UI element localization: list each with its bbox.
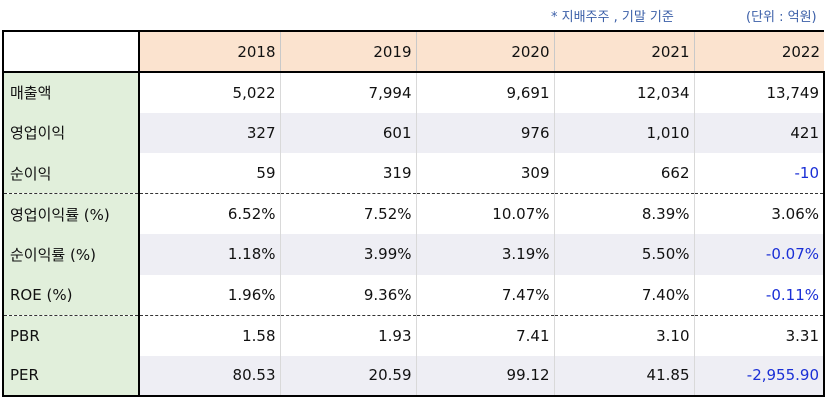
negative-value-cell: -0.07% — [693, 234, 825, 275]
row-label: 순이익 — [2, 153, 140, 194]
value-cell: 3.19% — [415, 234, 554, 275]
value-cell: 7.52% — [279, 193, 416, 234]
value-cell: 601 — [279, 112, 416, 153]
year-header: 2019 — [279, 30, 416, 73]
row-label: ROE (%) — [2, 274, 140, 315]
value-cell: 1.58 — [138, 314, 280, 356]
unit-note: (단위 : 억원) — [746, 10, 817, 25]
value-cell: 421 — [693, 112, 825, 153]
value-cell: 1.93 — [279, 314, 416, 356]
value-cell: 5,022 — [138, 72, 280, 113]
value-cell: 99.12 — [415, 355, 554, 397]
value-cell: 8.39% — [553, 193, 694, 234]
negative-value-cell: -10 — [693, 153, 825, 194]
table-row: 영업이익 327 601 976 1,010 421 — [2, 112, 825, 153]
value-cell: 7.40% — [553, 274, 694, 315]
table-row: 영업이익률 (%) 6.52% 7.52% 10.07% 8.39% 3.06% — [2, 193, 825, 234]
value-cell: 3.99% — [279, 234, 416, 275]
year-header: 2018 — [138, 30, 280, 73]
year-header: 2021 — [553, 30, 694, 73]
table-row: 순이익률 (%) 1.18% 3.99% 3.19% 5.50% -0.07% — [2, 234, 825, 275]
value-cell: 20.59 — [279, 355, 416, 397]
negative-value-cell: -2,955.90 — [693, 355, 825, 397]
row-label: 순이익률 (%) — [2, 234, 140, 275]
row-label: PBR — [2, 314, 140, 356]
row-label: PER — [2, 355, 140, 397]
value-cell: 41.85 — [553, 355, 694, 397]
value-cell: 7,994 — [279, 72, 416, 113]
table-row: PBR 1.58 1.93 7.41 3.10 3.31 — [2, 314, 825, 356]
value-cell: 9.36% — [279, 274, 416, 315]
value-cell: 7.41 — [415, 314, 554, 356]
row-label: 매출액 — [2, 72, 140, 113]
row-label: 영업이익률 (%) — [2, 193, 140, 234]
header-row: 2018 2019 2020 2021 2022 — [2, 30, 824, 73]
value-cell: 1.96% — [138, 274, 280, 315]
value-cell: 662 — [553, 153, 694, 194]
value-cell: 59 — [138, 153, 280, 194]
value-cell: 80.53 — [138, 355, 280, 397]
value-cell: 10.07% — [415, 193, 554, 234]
value-cell: 1,010 — [553, 112, 694, 153]
financial-table: 2018 2019 2020 2021 2022 매출액 5,022 7,994… — [2, 30, 825, 397]
year-header: 2020 — [415, 30, 554, 73]
year-header: 2022 — [693, 30, 824, 73]
value-cell: 3.06% — [693, 193, 825, 234]
value-cell: 9,691 — [415, 72, 554, 113]
value-cell: 5.50% — [553, 234, 694, 275]
row-label: 영업이익 — [2, 112, 140, 153]
table-row: 매출액 5,022 7,994 9,691 12,034 13,749 — [2, 72, 825, 113]
negative-value-cell: -0.11% — [693, 274, 825, 315]
table-row: ROE (%) 1.96% 9.36% 7.47% 7.40% -0.11% — [2, 274, 825, 315]
value-cell: 7.47% — [415, 274, 554, 315]
value-cell: 309 — [415, 153, 554, 194]
header-corner-cell — [2, 30, 140, 73]
value-cell: 13,749 — [693, 72, 825, 113]
value-cell: 3.10 — [553, 314, 694, 356]
value-cell: 3.31 — [693, 314, 825, 356]
value-cell: 319 — [279, 153, 416, 194]
value-cell: 12,034 — [553, 72, 694, 113]
basis-note: * 지배주주 , 기말 기준 — [551, 10, 674, 25]
value-cell: 6.52% — [138, 193, 280, 234]
table-row: PER 80.53 20.59 99.12 41.85 -2,955.90 — [2, 355, 825, 397]
value-cell: 1.18% — [138, 234, 280, 275]
table-row: 순이익 59 319 309 662 -10 — [2, 153, 825, 194]
value-cell: 327 — [138, 112, 280, 153]
value-cell: 976 — [415, 112, 554, 153]
